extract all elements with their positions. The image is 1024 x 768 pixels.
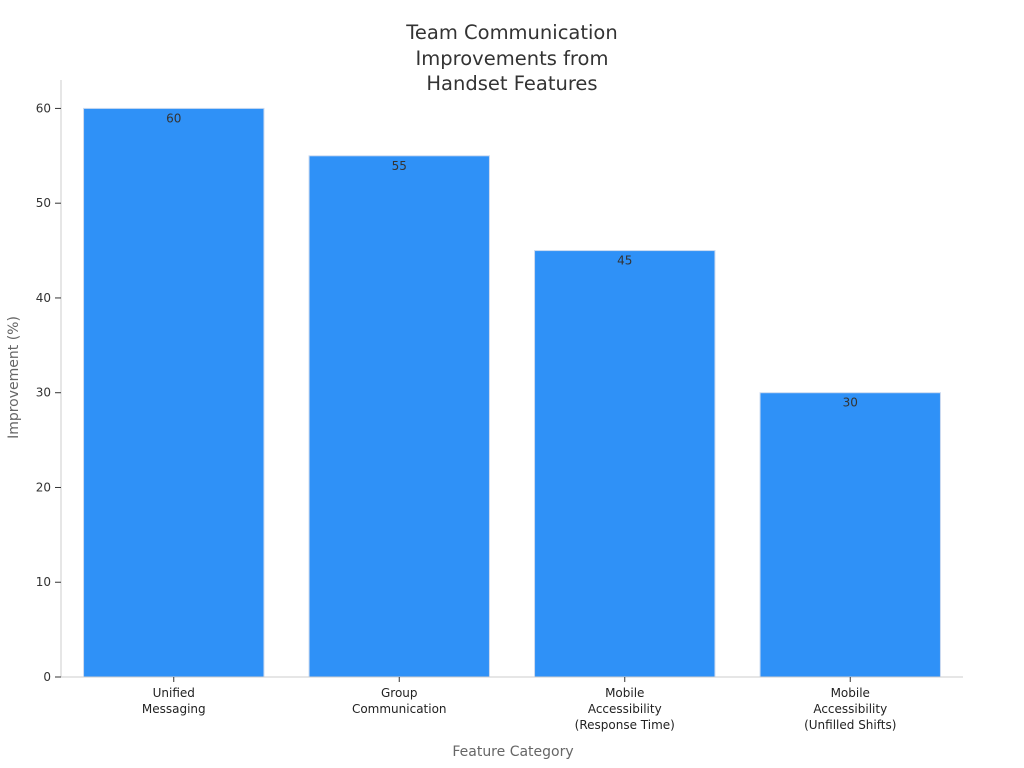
y-tick-label: 60 — [36, 101, 51, 115]
chart-title-line: Team Communication — [406, 21, 618, 44]
data-label: 60 — [166, 111, 181, 125]
bar — [83, 107, 265, 678]
y-tick-label: 20 — [36, 480, 51, 494]
y-tick-label: 50 — [36, 196, 51, 210]
data-label: 55 — [392, 159, 407, 173]
data-label: 45 — [617, 254, 632, 268]
x-tick-label: Unified Messaging — [142, 686, 206, 716]
bar — [534, 250, 716, 678]
y-tick-label: 40 — [36, 291, 51, 305]
x-tick-label: Mobile Accessibility (Unfilled Shifts) — [804, 686, 896, 732]
x-axis-title: Feature Category — [452, 744, 573, 760]
y-axis-title: Improvement (%) — [6, 316, 22, 439]
bar — [308, 155, 490, 678]
chart-title: Team Communication Improvements from Han… — [312, 20, 712, 97]
y-tick-label: 0 — [43, 670, 51, 684]
chart-title-line: Handset Features — [426, 72, 598, 95]
chart-title-line: Improvements from — [415, 46, 609, 70]
y-tick-label: 30 — [36, 386, 51, 400]
data-label: 30 — [843, 396, 858, 410]
x-tick-label: Group Communication — [352, 686, 447, 716]
x-tick-label: Mobile Accessibility (Response Time) — [575, 686, 675, 732]
y-tick-label: 10 — [36, 575, 51, 589]
bar — [759, 392, 941, 678]
